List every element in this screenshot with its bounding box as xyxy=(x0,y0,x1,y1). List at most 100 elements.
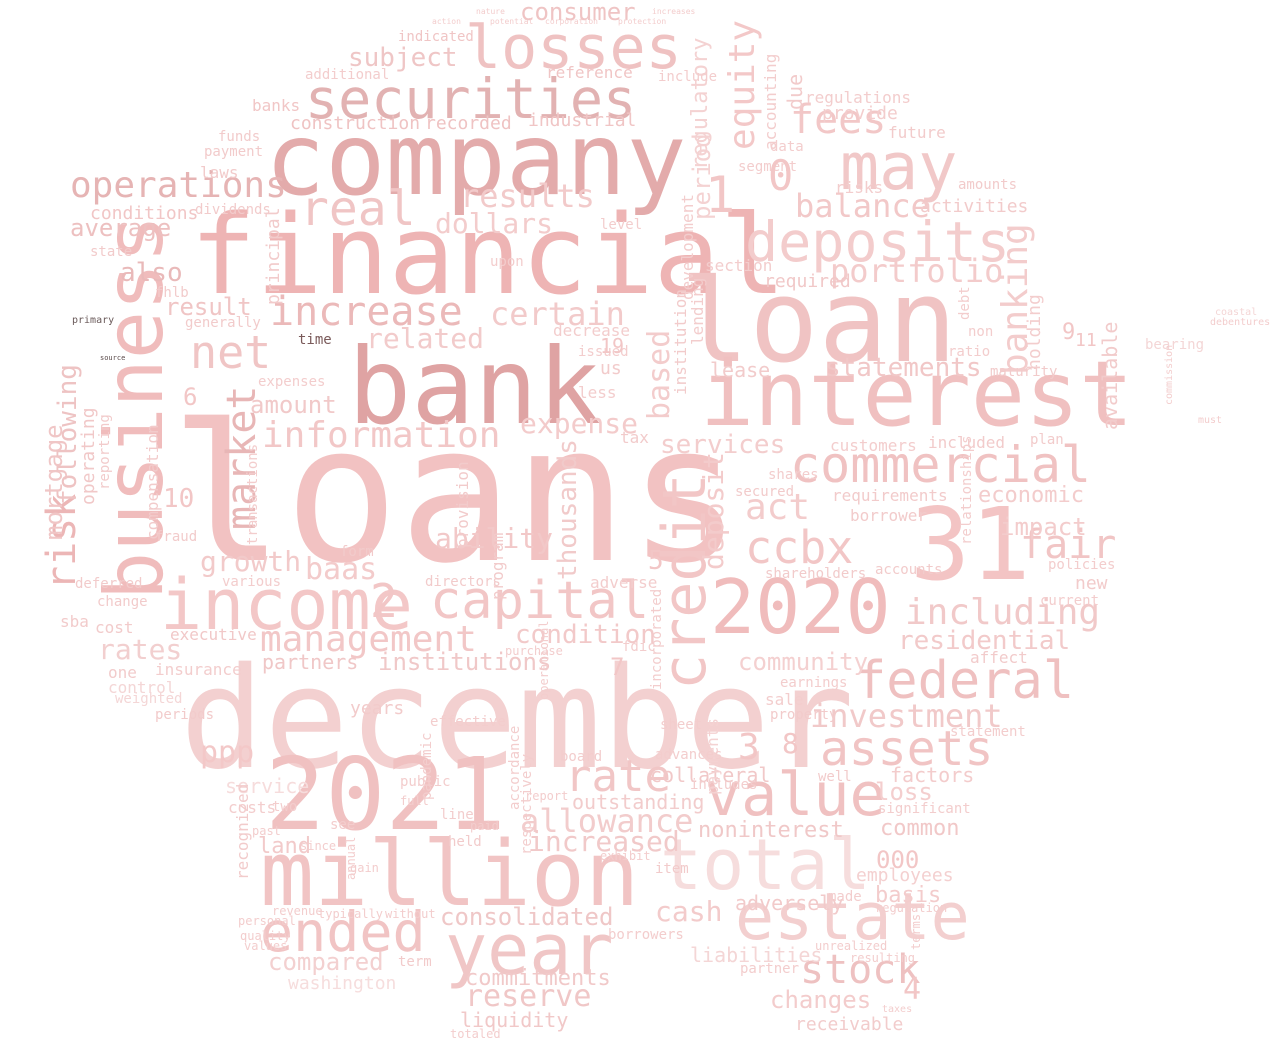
cloud-word: requirements xyxy=(832,486,948,505)
cloud-word: protection xyxy=(618,17,667,26)
cloud-word: ability xyxy=(435,522,554,555)
cloud-word: holding xyxy=(1024,294,1045,370)
cloud-word: relationships xyxy=(959,435,975,545)
cloud-word: economic xyxy=(978,483,1084,508)
cloud-word: changes xyxy=(770,986,872,1014)
cloud-word: us xyxy=(600,358,622,379)
cloud-word: included xyxy=(928,433,1006,452)
cloud-word: unrealized xyxy=(815,939,888,953)
cloud-word: lending xyxy=(688,277,707,345)
cloud-word: regulations xyxy=(805,88,911,107)
cloud-word: years xyxy=(350,698,405,719)
cloud-word: accounts xyxy=(875,562,943,578)
cloud-word: 4 xyxy=(903,972,922,1007)
cloud-word: since xyxy=(300,839,337,853)
cloud-word: action xyxy=(432,17,461,26)
cloud-word: 5 xyxy=(648,546,664,576)
cloud-word: expenses xyxy=(258,374,326,390)
cloud-word: growth xyxy=(200,545,302,578)
cloud-word: reference xyxy=(546,63,633,82)
cloud-word: available xyxy=(1098,321,1122,430)
cloud-word: periods xyxy=(155,707,215,723)
cloud-word: outstanding xyxy=(572,790,705,814)
cloud-word: tax xyxy=(620,428,649,447)
cloud-word: personal xyxy=(238,914,296,928)
cloud-word: rates xyxy=(98,633,183,666)
cloud-word: washington xyxy=(288,973,397,994)
cloud-word: future xyxy=(888,123,946,142)
cloud-word: weighted xyxy=(115,691,183,707)
cloud-word: held xyxy=(448,834,482,850)
cloud-word: significant xyxy=(878,801,971,817)
cloud-word: amount xyxy=(250,391,337,419)
cloud-word: compensation xyxy=(143,424,162,540)
cloud-word: ended xyxy=(260,900,426,964)
cloud-word: institutions xyxy=(378,648,552,676)
cloud-word: generally xyxy=(185,315,261,331)
cloud-word: form xyxy=(340,544,374,560)
cloud-word: 6 xyxy=(183,383,198,411)
cloud-word: condition xyxy=(515,620,656,650)
cloud-word: affect xyxy=(970,648,1028,667)
cloud-word: capital xyxy=(430,571,650,631)
cloud-word: made xyxy=(828,889,862,905)
cloud-word: indicated xyxy=(398,29,474,45)
cloud-word: income xyxy=(160,564,413,646)
cloud-word: terms xyxy=(909,913,923,950)
cloud-word: assets xyxy=(820,721,994,777)
cloud-word: 10 xyxy=(163,484,195,514)
cloud-word: result xyxy=(165,293,252,321)
cloud-word: two xyxy=(272,799,298,815)
cloud-word: employees xyxy=(856,865,954,886)
cloud-word: liquidity xyxy=(460,1008,569,1032)
cloud-word: 2020 xyxy=(710,563,891,651)
cloud-word: customers xyxy=(830,436,917,455)
cloud-word: potential xyxy=(490,17,534,26)
cloud-word: community xyxy=(738,648,869,676)
cloud-word: average xyxy=(70,214,172,242)
cloud-word: loss xyxy=(875,778,933,806)
cloud-word: also xyxy=(120,258,183,288)
cloud-word: securities xyxy=(305,67,637,131)
cloud-word: 11 xyxy=(1075,330,1097,351)
cloud-word: compared xyxy=(268,948,384,976)
cloud-word: expense xyxy=(520,407,639,440)
cloud-word: common xyxy=(880,816,960,841)
cloud-word: subject xyxy=(348,43,458,73)
cloud-word: line xyxy=(440,807,474,823)
cloud-word: dividends xyxy=(195,202,271,218)
cloud-word: totaled xyxy=(450,1027,501,1041)
cloud-word: federal xyxy=(855,651,1075,711)
cloud-word: primary xyxy=(72,315,115,326)
cloud-word: company xyxy=(265,101,687,218)
cloud-word: 000 xyxy=(876,846,920,874)
cloud-word: laws xyxy=(200,163,239,182)
cloud-word: earnings xyxy=(780,675,848,691)
cloud-word: due xyxy=(783,73,807,110)
cloud-word: impact xyxy=(1000,513,1087,541)
cloud-word: ppp xyxy=(200,735,255,770)
cloud-word: funds xyxy=(218,129,261,145)
cloud-word: transactions xyxy=(245,443,261,545)
cloud-word: see xyxy=(330,817,356,833)
cloud-word: provision xyxy=(453,461,472,548)
cloud-word: include xyxy=(658,69,718,85)
cloud-word: costs xyxy=(228,798,277,817)
cloud-word: provide xyxy=(822,103,898,124)
cloud-word: shareholders xyxy=(765,566,867,582)
cloud-word: services xyxy=(660,430,786,460)
cloud-word: service xyxy=(225,774,310,798)
cloud-word: consumer xyxy=(520,0,636,26)
cloud-word: borrower xyxy=(850,506,928,525)
cloud-word: management xyxy=(260,619,477,660)
cloud-word: results xyxy=(460,177,595,215)
cloud-word: increase xyxy=(270,289,463,335)
cloud-word: decrease xyxy=(553,321,631,340)
cloud-word: operations xyxy=(70,165,287,206)
cloud-word: board xyxy=(560,749,603,765)
cloud-word: typically xyxy=(318,907,384,921)
cloud-word: additional xyxy=(305,67,390,83)
cloud-word: current xyxy=(1040,593,1100,609)
cloud-word: increases xyxy=(652,7,696,16)
cloud-word: cash xyxy=(655,895,723,928)
